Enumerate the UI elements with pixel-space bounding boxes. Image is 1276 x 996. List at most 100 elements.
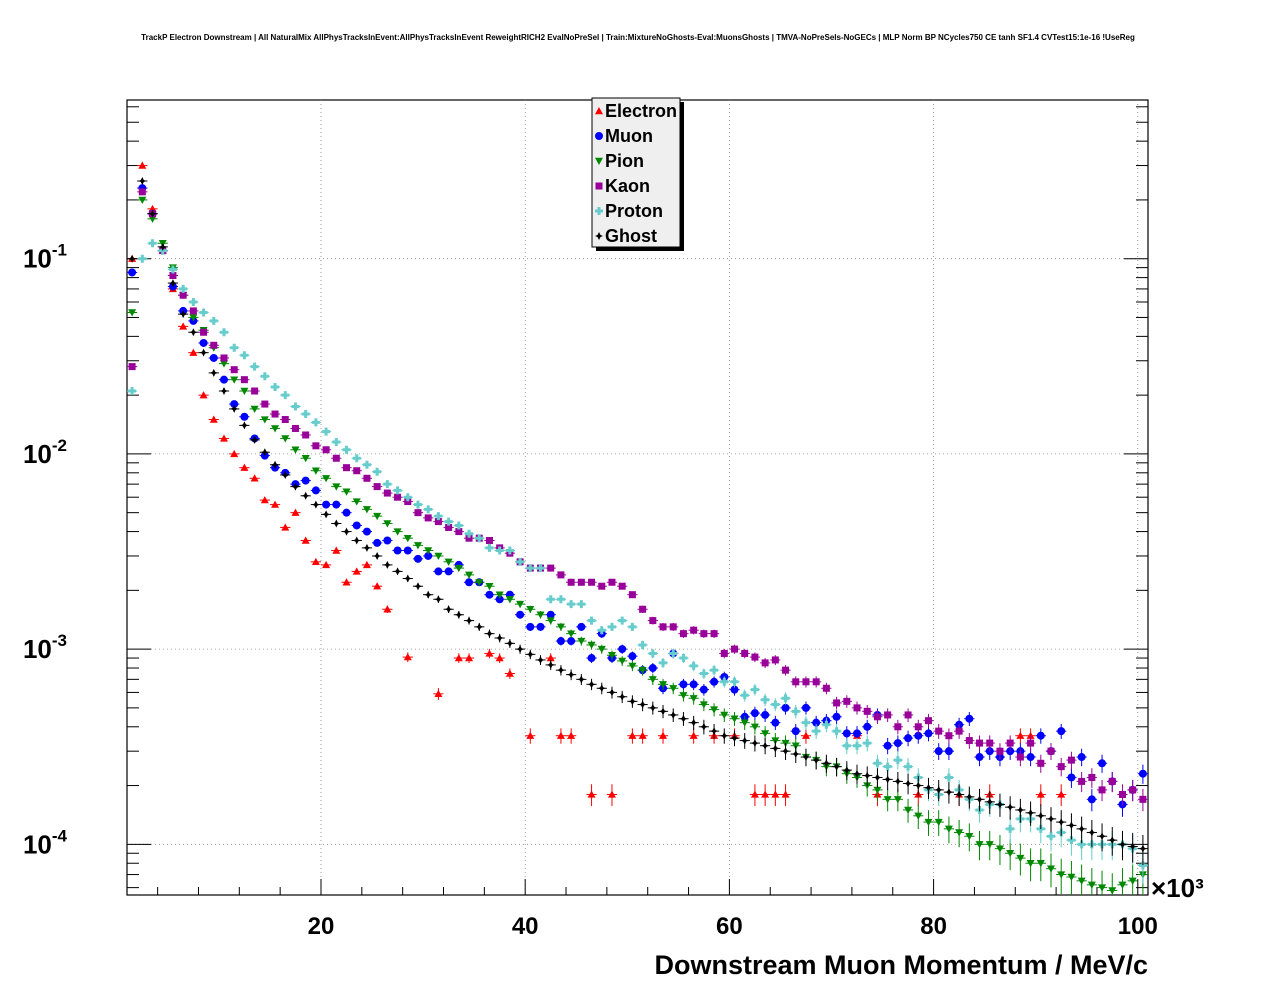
data-point (322, 500, 331, 509)
data-point (710, 706, 719, 714)
y-tick-label: 10-3 (23, 631, 67, 664)
data-point (546, 610, 555, 619)
data-point (362, 543, 371, 552)
data-point (607, 622, 616, 631)
data-point (546, 654, 555, 662)
data-point (1138, 769, 1147, 778)
data-point (291, 424, 299, 432)
data-point (444, 558, 453, 566)
data-point (802, 678, 810, 686)
series-pion (127, 196, 1148, 895)
data-point (567, 578, 575, 586)
data-point (332, 483, 341, 491)
data-point (281, 435, 290, 443)
data-point (832, 762, 841, 771)
data-point (791, 750, 800, 759)
data-point (403, 493, 412, 502)
data-point (240, 412, 249, 421)
data-point (128, 363, 136, 371)
x-axis-label: Downstream Muon Momentum / MeV/c (654, 950, 1148, 980)
data-point (995, 800, 1004, 809)
data-point (230, 366, 238, 374)
data-point (209, 415, 218, 423)
data-point (567, 731, 576, 739)
data-point (301, 476, 310, 485)
data-point (904, 734, 913, 743)
data-point (863, 722, 872, 731)
data-point (832, 712, 841, 721)
data-point (893, 756, 902, 765)
data-point (138, 177, 147, 186)
data-point (526, 606, 535, 614)
data-point (394, 493, 402, 501)
data-point (761, 710, 770, 719)
data-point (863, 707, 871, 715)
data-point (801, 718, 810, 727)
data-point (822, 759, 831, 768)
data-point (230, 376, 239, 384)
data-point (1067, 836, 1076, 845)
data-point (1098, 786, 1106, 794)
data-point (271, 410, 279, 418)
data-point (454, 610, 463, 619)
data-point (210, 341, 218, 349)
data-point (128, 254, 137, 263)
data-point (577, 578, 585, 586)
y-tick-exponent: -4 (52, 826, 68, 845)
data-point (710, 677, 719, 686)
data-point (893, 796, 902, 804)
data-point (291, 508, 300, 516)
data-point (904, 711, 912, 719)
legend-label: Muon (605, 126, 653, 146)
data-point (240, 376, 248, 384)
data-point (260, 496, 269, 504)
data-point (1036, 860, 1045, 868)
data-point (352, 536, 361, 545)
data-point (628, 591, 636, 599)
data-point (689, 718, 698, 727)
data-point (1006, 803, 1015, 812)
data-point (271, 425, 280, 433)
data-point (965, 714, 974, 723)
data-point (454, 654, 463, 662)
data-point (209, 368, 218, 377)
data-point (628, 731, 637, 739)
data-point (1128, 842, 1137, 851)
data-point (1087, 828, 1096, 837)
data-point (883, 796, 892, 804)
data-point (434, 512, 443, 521)
data-point (475, 534, 484, 543)
data-point (383, 489, 391, 497)
data-point (311, 486, 320, 495)
data-point (393, 546, 402, 555)
data-point (710, 727, 719, 736)
data-point (843, 697, 851, 705)
data-point (944, 825, 953, 833)
data-point (373, 467, 382, 476)
data-point (740, 719, 749, 727)
data-point (1047, 865, 1056, 873)
data-point (1036, 731, 1045, 740)
data-point (669, 710, 678, 719)
data-point (1057, 818, 1066, 827)
data-point (771, 656, 779, 664)
data-point (1057, 871, 1066, 879)
data-point (373, 551, 382, 560)
data-point (495, 633, 504, 642)
data-point (833, 699, 841, 707)
data-point (179, 310, 188, 319)
data-point (761, 790, 770, 798)
data-point (1098, 759, 1107, 768)
data-point (628, 697, 637, 706)
data-point (638, 640, 647, 649)
data-point (801, 703, 810, 712)
data-point (648, 664, 657, 673)
data-point (322, 510, 331, 519)
legend-marker (595, 207, 603, 215)
data-point (219, 375, 228, 384)
data-point (413, 500, 422, 509)
data-point (434, 689, 443, 698)
data-point (894, 723, 902, 731)
data-point (944, 747, 953, 756)
data-point (965, 737, 973, 745)
